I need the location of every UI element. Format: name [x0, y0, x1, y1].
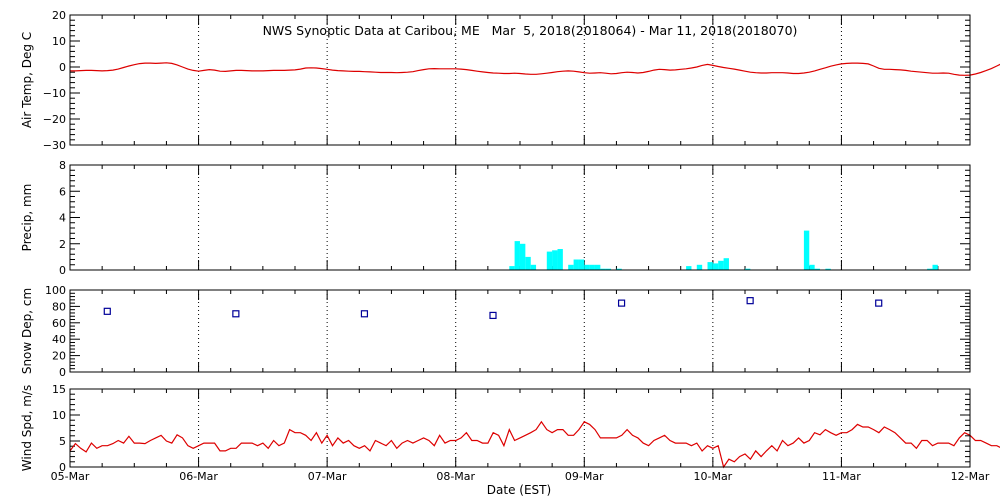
x-tick-label: 08-Mar — [436, 470, 475, 483]
precip-bar — [525, 256, 531, 270]
precip-bar — [809, 264, 815, 271]
y-tick-label: 20 — [52, 9, 66, 22]
y-tick-label: 80 — [52, 300, 66, 313]
precip-bar — [557, 249, 563, 270]
y-tick-label: 100 — [45, 284, 66, 297]
x-tick-label: 12-Mar — [951, 470, 990, 483]
precip-bar — [745, 268, 751, 270]
snow-point — [360, 310, 369, 318]
snow-point — [232, 310, 240, 318]
precip-bar — [573, 259, 579, 270]
y-tick-label: 60 — [52, 317, 66, 330]
precip-bar — [589, 264, 595, 271]
precip-bar — [825, 268, 831, 270]
chart-title: NWS Synoptic Data at Caribou, ME Mar 5, … — [263, 23, 798, 38]
y-tick-label: 0 — [59, 264, 66, 277]
series-line — [69, 420, 1000, 469]
precip-bar — [546, 251, 553, 270]
precip-bar — [552, 250, 558, 270]
panel-3: 100 80 60 40 20 0 Snow Dep, cm — [20, 284, 971, 379]
precip-bar — [718, 260, 724, 270]
y-tick-label: 0 — [59, 366, 66, 379]
y-tick-label: 4 — [59, 212, 66, 225]
x-axis: 05-Mar 06-Mar 07-Mar 08-Mar 09-Mar 10-Mar 11-M… — [51, 470, 990, 483]
y-axis-label: Precip, mm — [20, 184, 34, 252]
precip-bar — [686, 266, 692, 270]
precip-bar — [600, 268, 606, 270]
y-tick-label: 40 — [52, 333, 66, 346]
series-line — [70, 62, 1000, 76]
snow-point — [746, 297, 754, 305]
snow-point — [489, 311, 497, 320]
x-tick-label: 05-Mar — [51, 470, 90, 483]
y-tick-label: 15 — [52, 383, 66, 396]
y-axis-label: Wind Spd, m/s — [20, 385, 34, 471]
panel-frame — [69, 164, 971, 271]
y-tick-label: −20 — [43, 113, 66, 126]
snow-point — [617, 299, 626, 307]
y-tick-label: 6 — [59, 185, 66, 198]
y-tick-label: 0 — [59, 61, 66, 74]
precip-bar — [605, 268, 612, 270]
y-axis-label: Air Temp, Deg C — [20, 32, 34, 128]
precip-bar — [568, 264, 574, 271]
panel-1: 20 10 0 −10 −20 −30 Air Temp, Deg C — [20, 9, 1000, 152]
precip-bar — [616, 268, 622, 270]
panel-2: 8 6 4 2 0 Precip, mm — [20, 159, 971, 277]
y-tick-label: 20 — [52, 350, 66, 363]
precip-bar — [578, 259, 585, 270]
y-tick-label: 10 — [52, 409, 66, 422]
x-axis-label: Date (EST) — [487, 483, 551, 497]
precip-bar — [514, 241, 520, 270]
precip-bar — [932, 264, 938, 271]
snow-point — [103, 307, 111, 315]
precip-bar — [584, 264, 590, 271]
precip-bar — [530, 264, 537, 271]
precip-bar — [723, 258, 729, 270]
precip-bar — [707, 262, 713, 270]
y-tick-label: 10 — [52, 35, 66, 48]
x-tick-label: 07-Mar — [308, 470, 347, 483]
panel-frame — [69, 289, 971, 373]
y-tick-label: −30 — [43, 139, 66, 152]
x-tick-label: 06-Mar — [179, 470, 218, 483]
precip-bar — [520, 243, 526, 271]
y-tick-label: 0 — [59, 461, 66, 474]
x-tick-label: 10-Mar — [693, 470, 732, 483]
precip-bar — [927, 268, 933, 270]
panel-4: 15 10 5 0 Wind Spd, m/s — [20, 383, 1000, 474]
x-tick-label: 11-Mar — [822, 470, 861, 483]
y-tick-label: −10 — [43, 87, 66, 100]
snow-point — [875, 299, 883, 307]
y-tick-label: 5 — [59, 435, 66, 448]
precip-bar — [696, 264, 703, 271]
precip-bar — [509, 266, 515, 270]
y-axis-label: Snow Dep, cm — [20, 288, 34, 374]
x-tick-label: 09-Mar — [565, 470, 604, 483]
precip-bar — [712, 263, 719, 270]
panel-frame — [69, 14, 971, 146]
precip-bar — [595, 264, 601, 271]
panel-frame — [69, 388, 971, 468]
y-tick-label: 8 — [59, 159, 66, 172]
precip-bar — [803, 230, 810, 270]
y-tick-label: 2 — [59, 238, 66, 251]
precip-bar — [814, 268, 820, 270]
